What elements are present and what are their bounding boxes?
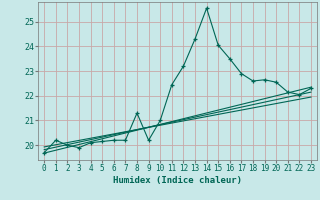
X-axis label: Humidex (Indice chaleur): Humidex (Indice chaleur) bbox=[113, 176, 242, 185]
